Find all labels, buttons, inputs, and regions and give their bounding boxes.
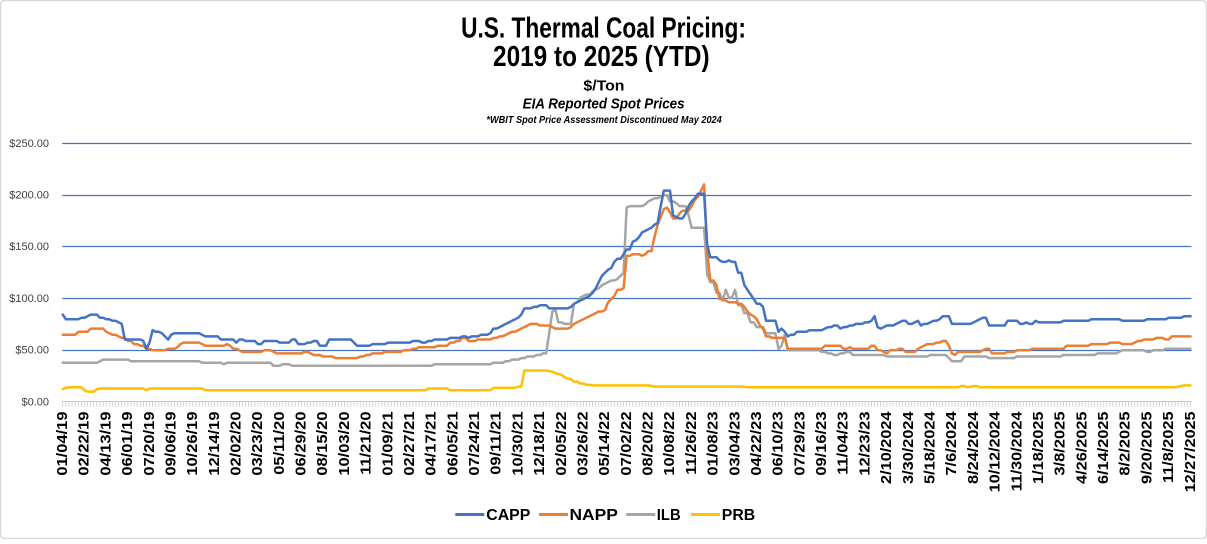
svg-text:02/27/21: 02/27/21 — [402, 411, 418, 476]
svg-text:12/23/23: 12/23/23 — [857, 411, 873, 476]
svg-text:02/05/22: 02/05/22 — [554, 411, 570, 476]
svg-text:CAPP: CAPP — [486, 507, 530, 524]
svg-text:09/06/19: 09/06/19 — [163, 411, 179, 476]
svg-text:6/14/2025: 6/14/2025 — [1096, 411, 1112, 484]
svg-text:01/04/19: 01/04/19 — [55, 411, 71, 476]
svg-text:04/13/19: 04/13/19 — [98, 411, 114, 476]
svg-text:8/2/2025: 8/2/2025 — [1118, 411, 1134, 476]
svg-text:07/02/22: 07/02/22 — [619, 411, 635, 476]
svg-text:3/8/2025: 3/8/2025 — [1052, 411, 1068, 476]
svg-text:8/24/2024: 8/24/2024 — [966, 411, 982, 484]
svg-text:04/17/21: 04/17/21 — [424, 411, 440, 476]
svg-text:EIA Reported Spot Prices: EIA Reported Spot Prices — [523, 96, 685, 113]
svg-text:05/11/20: 05/11/20 — [272, 412, 288, 475]
svg-text:03/26/22: 03/26/22 — [575, 411, 591, 476]
svg-text:12/27/2025: 12/27/2025 — [1182, 411, 1198, 492]
svg-text:11/21/20: 11/21/20 — [358, 412, 374, 475]
svg-text:2019 to 2025 (YTD): 2019 to 2025 (YTD) — [493, 40, 710, 72]
svg-text:$150.00: $150.00 — [9, 241, 49, 253]
svg-text:1/18/2025: 1/18/2025 — [1031, 411, 1047, 484]
svg-text:06/29/20: 06/29/20 — [293, 412, 309, 476]
svg-text:$200.00: $200.00 — [9, 190, 49, 202]
svg-text:10/30/21: 10/30/21 — [510, 411, 526, 476]
svg-text:06/10/23: 06/10/23 — [771, 411, 787, 476]
svg-text:5/18/2024: 5/18/2024 — [922, 411, 938, 484]
svg-text:$50.00: $50.00 — [15, 345, 49, 357]
svg-text:4/26/2025: 4/26/2025 — [1074, 411, 1090, 484]
svg-text:$0.00: $0.00 — [21, 396, 49, 408]
svg-text:$/Ton: $/Ton — [583, 78, 624, 94]
svg-text:05/14/22: 05/14/22 — [597, 411, 613, 476]
svg-text:02/02/20: 02/02/20 — [228, 412, 244, 476]
svg-text:PRB: PRB — [722, 507, 755, 524]
svg-text:$100.00: $100.00 — [9, 293, 49, 305]
svg-text:11/26/22: 11/26/22 — [684, 411, 700, 475]
svg-text:*WBIT Spot Price Assessment Di: *WBIT Spot Price Assessment Discontinued… — [486, 114, 722, 126]
svg-text:NAPP: NAPP — [570, 506, 618, 524]
svg-text:U.S. Thermal Coal Pricing:: U.S. Thermal Coal Pricing: — [461, 11, 746, 44]
svg-text:10/12/2024: 10/12/2024 — [987, 411, 1003, 492]
svg-text:10/26/19: 10/26/19 — [185, 411, 201, 476]
svg-text:07/20/19: 07/20/19 — [142, 411, 158, 476]
svg-text:01/08/23: 01/08/23 — [705, 411, 721, 476]
svg-text:11/8/2025: 11/8/2025 — [1161, 411, 1177, 483]
svg-text:03/23/20: 03/23/20 — [250, 412, 266, 476]
svg-text:11/30/2024: 11/30/2024 — [1009, 411, 1025, 491]
svg-text:ILB: ILB — [657, 507, 681, 525]
svg-text:9/20/2025: 9/20/2025 — [1139, 411, 1155, 484]
svg-text:07/29/23: 07/29/23 — [792, 411, 808, 476]
svg-text:7/6/2024: 7/6/2024 — [944, 411, 960, 476]
svg-text:12/18/21: 12/18/21 — [532, 411, 548, 476]
svg-text:03/04/23: 03/04/23 — [727, 411, 743, 476]
svg-text:12/14/19: 12/14/19 — [207, 411, 223, 476]
svg-text:07/24/21: 07/24/21 — [467, 411, 483, 476]
svg-text:09/11/21: 09/11/21 — [489, 411, 505, 475]
svg-text:3/30/2024: 3/30/2024 — [901, 411, 917, 484]
svg-text:2/10/2024: 2/10/2024 — [879, 411, 895, 484]
svg-text:06/05/21: 06/05/21 — [445, 411, 461, 476]
svg-text:11/04/23: 11/04/23 — [836, 411, 852, 475]
svg-text:01/09/21: 01/09/21 — [380, 411, 396, 476]
svg-text:02/22/19: 02/22/19 — [77, 411, 93, 476]
svg-text:$250.00: $250.00 — [9, 138, 49, 150]
svg-text:08/20/22: 08/20/22 — [640, 411, 656, 476]
svg-text:10/03/20: 10/03/20 — [337, 412, 353, 476]
svg-text:04/22/23: 04/22/23 — [749, 411, 765, 476]
svg-text:10/08/22: 10/08/22 — [662, 411, 678, 476]
svg-text:08/15/20: 08/15/20 — [315, 412, 331, 476]
svg-text:09/16/23: 09/16/23 — [814, 411, 830, 476]
svg-text:06/01/19: 06/01/19 — [120, 411, 136, 476]
